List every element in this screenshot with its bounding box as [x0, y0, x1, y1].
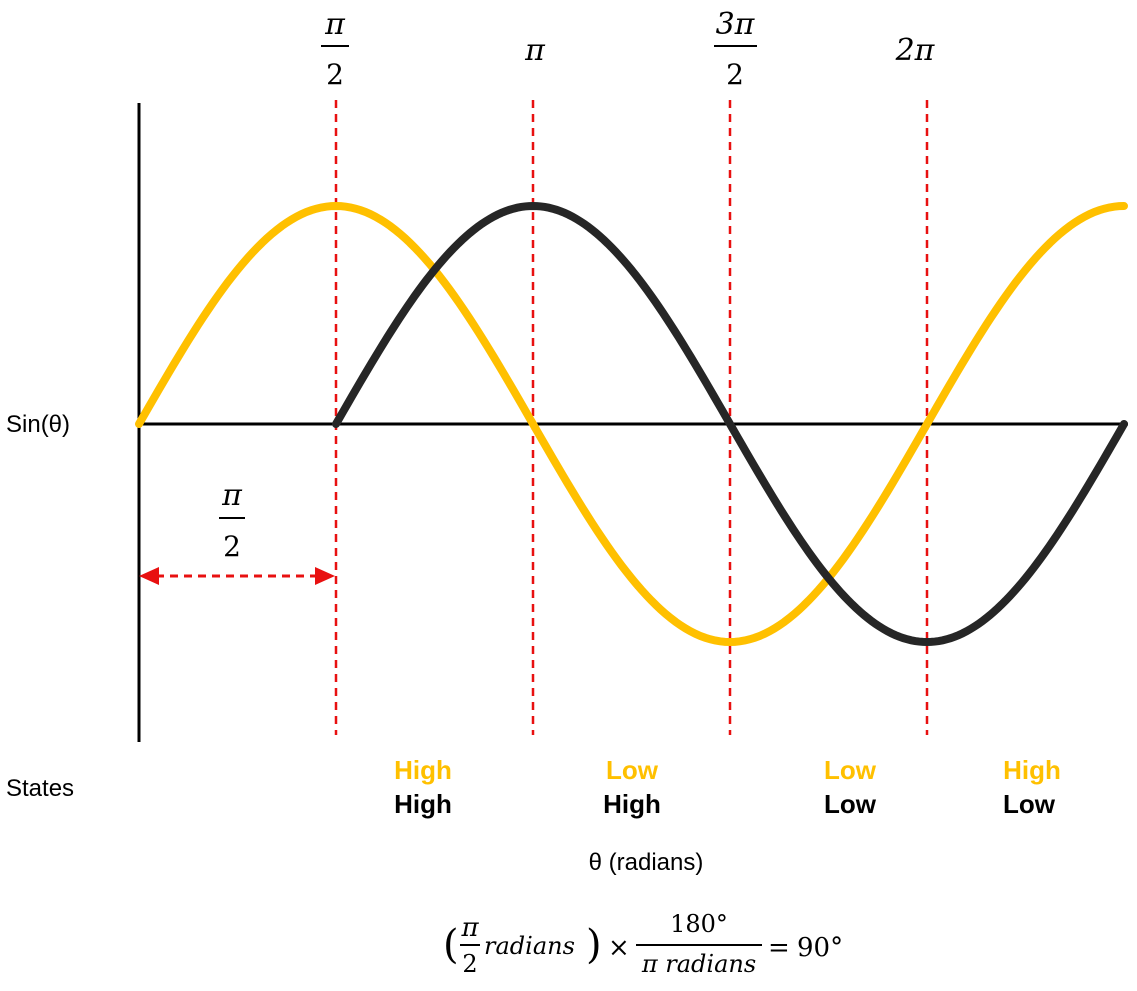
- y-axis-label: Sin(θ): [6, 411, 70, 438]
- svg-text:Low: Low: [824, 755, 877, 785]
- x-axis-label: θ (radians): [589, 849, 704, 876]
- svg-text:Low: Low: [1003, 789, 1056, 819]
- svg-text:90°: 90°: [797, 933, 843, 963]
- svg-text:2: 2: [326, 58, 344, 91]
- svg-text:π: π: [221, 478, 243, 513]
- sine-wave-yellow: [135, 201, 1128, 647]
- svg-text:=: =: [768, 933, 790, 963]
- state-3: Low Low: [824, 755, 877, 819]
- svg-text:π radians: π radians: [641, 950, 756, 978]
- svg-text:2: 2: [726, 58, 744, 91]
- sine-wave-black: [332, 201, 1128, 647]
- tick-label-2pi: 2π: [895, 33, 936, 68]
- phase-shift-label: π 2: [219, 478, 245, 563]
- svg-text:3π: 3π: [716, 7, 756, 42]
- svg-text:High: High: [394, 755, 452, 785]
- svg-text:Low: Low: [824, 789, 877, 819]
- tick-label-pi: π: [524, 33, 546, 68]
- svg-text:2: 2: [223, 530, 241, 563]
- svg-text:π: π: [324, 7, 346, 42]
- svg-text:(: (: [443, 922, 459, 968]
- state-1: High High: [394, 755, 452, 819]
- phase-shift-arrow: [139, 567, 335, 585]
- tick-label-pi-over-2: π 2: [321, 7, 349, 91]
- degree-conversion-formula: ( π 2 radians ) × 180° π radians = 90°: [443, 910, 843, 978]
- state-4: High Low: [1003, 755, 1061, 819]
- svg-text:2: 2: [462, 950, 477, 978]
- guide-lines: [334, 100, 929, 735]
- svg-text:180°: 180°: [670, 910, 728, 938]
- svg-text:Low: Low: [606, 755, 659, 785]
- svg-text:×: ×: [608, 933, 630, 963]
- svg-text:radians: radians: [484, 932, 575, 960]
- svg-text:High: High: [394, 789, 452, 819]
- svg-text:π: π: [460, 913, 479, 943]
- states-label: States: [6, 775, 74, 802]
- tick-label-3pi-over-2: 3π 2: [714, 7, 757, 91]
- svg-text:2π: 2π: [895, 33, 936, 68]
- svg-text:High: High: [603, 789, 661, 819]
- svg-text:High: High: [1003, 755, 1061, 785]
- svg-text:): ): [586, 922, 602, 968]
- svg-text:π: π: [524, 33, 546, 68]
- state-2: Low High: [603, 755, 661, 819]
